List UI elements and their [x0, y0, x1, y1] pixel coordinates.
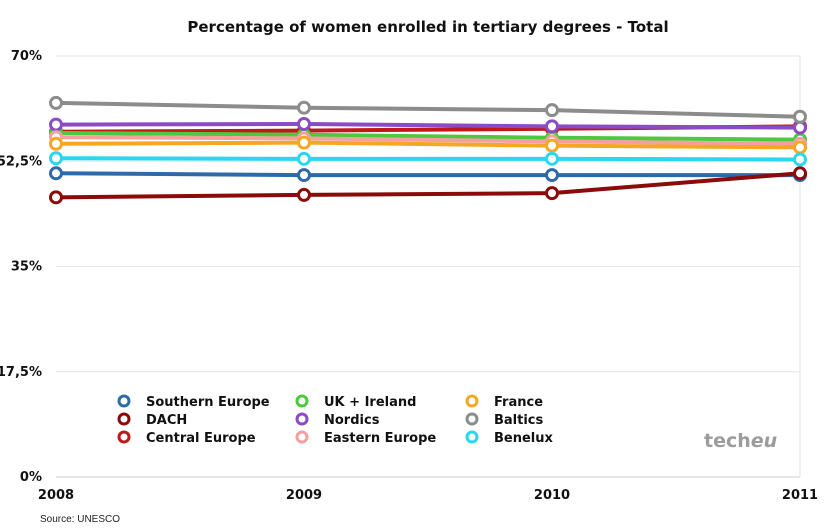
- legend-item: Benelux: [465, 430, 554, 446]
- legend-label: Eastern Europe: [324, 431, 436, 446]
- x-tick-label: 2010: [534, 488, 570, 503]
- legend-marker: [117, 394, 131, 408]
- data-point: [545, 168, 559, 183]
- data-point: [545, 138, 559, 153]
- legend-item: UK + Ireland: [295, 394, 416, 410]
- x-tick-label: 2011: [782, 488, 818, 503]
- data-point: [49, 136, 63, 151]
- legend-label: Benelux: [494, 431, 554, 446]
- series-group: [49, 95, 807, 124]
- series-line: [54, 171, 802, 200]
- legend-marker: [295, 412, 309, 426]
- data-point: [297, 135, 311, 150]
- legend-item: Central Europe: [117, 430, 256, 446]
- series-line: [54, 100, 802, 119]
- chart-title: Percentage of women enrolled in tertiary…: [187, 18, 668, 36]
- source-note: Source: UNESCO: [40, 514, 120, 525]
- series-group: [49, 151, 807, 167]
- data-point: [297, 187, 311, 202]
- data-point: [297, 116, 311, 131]
- svg-text:techeu: techeu: [704, 430, 777, 452]
- legend-label: France: [494, 395, 543, 410]
- series-group: [49, 166, 807, 205]
- legend-marker: [295, 394, 309, 408]
- legend-marker: [465, 412, 479, 426]
- series-line: [54, 135, 802, 146]
- legend-marker: [465, 394, 479, 408]
- data-point: [793, 166, 807, 181]
- data-point: [49, 166, 63, 181]
- data-point: [49, 117, 63, 132]
- y-tick-label: 0%: [20, 470, 42, 485]
- legend-marker: [295, 430, 309, 444]
- legend-item: Nordics: [295, 412, 380, 428]
- legend-label: Baltics: [494, 413, 544, 428]
- logo-text-main: tech: [704, 430, 751, 452]
- series-line: [54, 121, 802, 130]
- data-point: [49, 151, 63, 166]
- series-line: [54, 156, 802, 162]
- logo-text-accent: eu: [751, 430, 777, 452]
- legend-marker: [465, 430, 479, 444]
- series-lines: [49, 95, 807, 205]
- legend-label: UK + Ireland: [324, 395, 416, 410]
- data-point: [793, 140, 807, 155]
- legend: Southern Europe DACH Central Europe UK + Ir…: [117, 394, 554, 446]
- series-group: [49, 166, 807, 183]
- data-point: [545, 186, 559, 201]
- data-point: [793, 152, 807, 167]
- series-line: [54, 140, 802, 150]
- legend-item: Eastern Europe: [295, 430, 436, 446]
- techeu-logo: techeu: [704, 430, 777, 452]
- data-point: [49, 190, 63, 205]
- data-point: [793, 109, 807, 124]
- series-group: [49, 116, 807, 135]
- axes: 0% 17,5% 35% 52,5% 70% 2008 2009 2010 2011: [0, 49, 818, 503]
- x-tick-label: 2009: [286, 488, 322, 503]
- legend-label: Southern Europe: [146, 395, 270, 410]
- legend-item: Baltics: [465, 412, 544, 428]
- data-point: [297, 151, 311, 166]
- data-point: [545, 119, 559, 134]
- legend-label: Central Europe: [146, 431, 256, 446]
- x-tick-label: 2008: [38, 488, 74, 503]
- series-line: [54, 130, 802, 142]
- legend-label: DACH: [146, 413, 187, 428]
- legend-marker: [117, 430, 131, 444]
- y-tick-label: 35%: [11, 260, 42, 275]
- data-point: [297, 100, 311, 115]
- y-tick-label: 70%: [11, 49, 42, 64]
- series-group: [49, 135, 807, 155]
- data-point: [545, 151, 559, 166]
- data-point: [297, 168, 311, 183]
- data-point: [49, 95, 63, 110]
- y-tick-label: 52,5%: [0, 154, 42, 169]
- y-tick-label: 17,5%: [0, 365, 42, 380]
- series-line: [54, 171, 802, 178]
- legend-item: DACH: [117, 412, 187, 428]
- legend-label: Nordics: [324, 413, 380, 428]
- legend-item: Southern Europe: [117, 394, 270, 410]
- data-point: [545, 103, 559, 118]
- legend-item: France: [465, 394, 543, 410]
- legend-marker: [117, 412, 131, 426]
